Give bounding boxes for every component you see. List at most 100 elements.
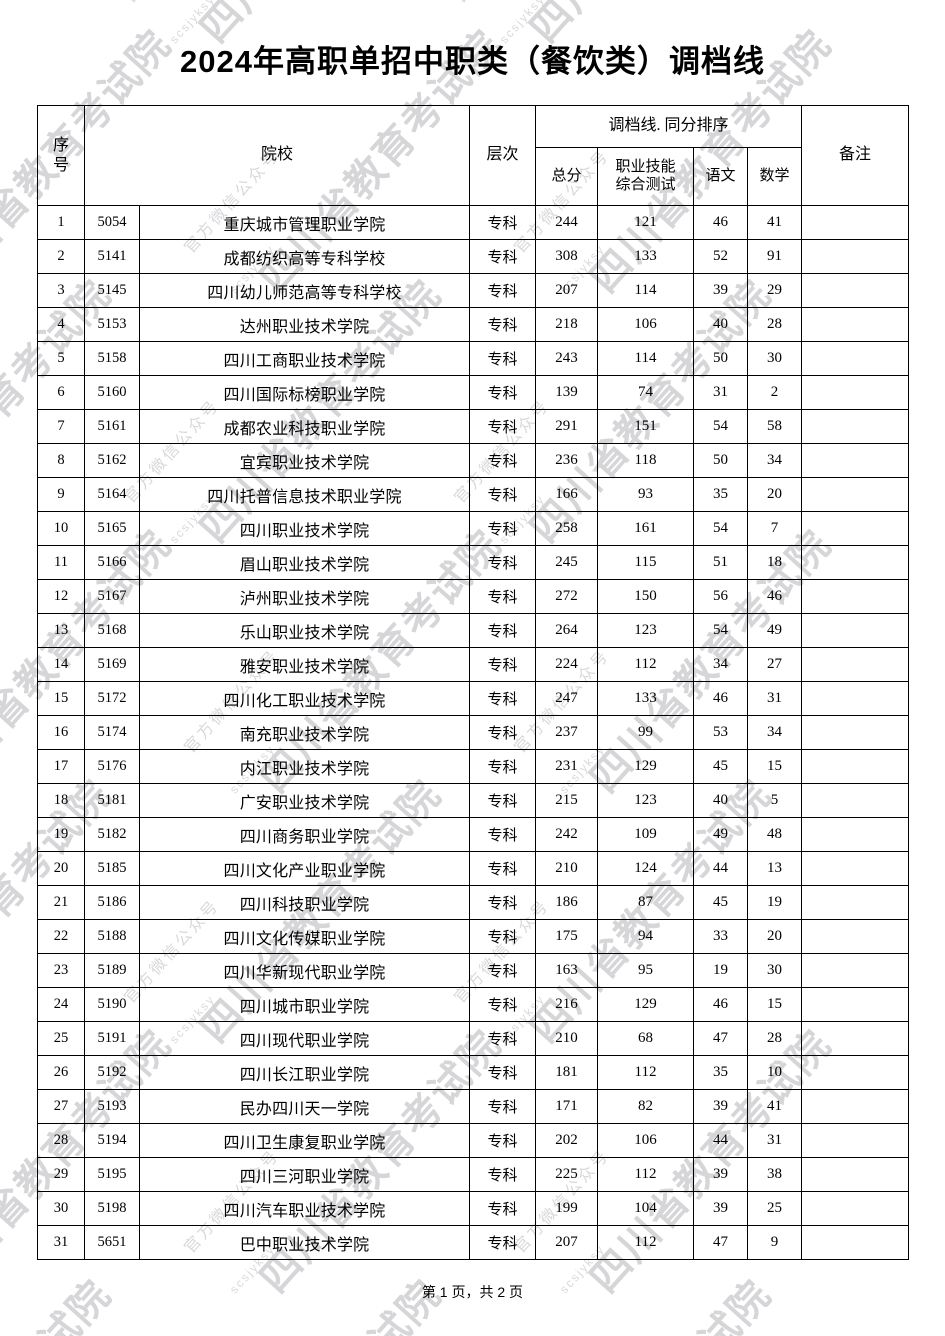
row-school-code: 5191 <box>84 1021 140 1056</box>
row-index: 27 <box>37 1089 85 1124</box>
row-chinese-score: 33 <box>693 919 749 954</box>
row-remark <box>801 1055 910 1090</box>
table-row: 3 5145 四川幼儿师范高等专科学校 专科 207 114 39 29 <box>37 273 910 308</box>
row-level: 专科 <box>469 409 537 444</box>
row-skill-score: 106 <box>597 307 695 342</box>
table-row: 13 5168 乐山职业技术学院 专科 264 123 54 49 <box>37 613 910 648</box>
table-row: 23 5189 四川华新现代职业学院 专科 163 95 19 30 <box>37 953 910 988</box>
row-school-name: 乐山职业技术学院 <box>138 613 471 648</box>
table-row: 22 5188 四川文化传媒职业学院 专科 175 94 33 20 <box>37 919 910 954</box>
row-math-score: 30 <box>747 953 803 988</box>
row-school-name: 四川城市职业学院 <box>138 987 471 1022</box>
row-total-score: 291 <box>535 409 599 444</box>
row-level: 专科 <box>469 647 537 682</box>
row-remark <box>801 953 910 988</box>
row-remark <box>801 273 910 308</box>
row-remark <box>801 1021 910 1056</box>
table-row: 21 5186 四川科技职业学院 专科 186 87 45 19 <box>37 885 910 920</box>
row-index: 11 <box>37 545 85 580</box>
column-header-level: 层次 <box>469 105 537 206</box>
row-skill-score: 123 <box>597 783 695 818</box>
column-header-math: 数学 <box>747 147 803 206</box>
header-row-top: 序 号 院校 层次 调档线. 同分排序 备注 <box>37 105 910 206</box>
row-chinese-score: 49 <box>693 817 749 852</box>
row-school-name: 四川汽车职业技术学院 <box>138 1191 471 1226</box>
row-chinese-score: 19 <box>693 953 749 988</box>
column-header-score-group: 调档线. 同分排序 <box>535 105 803 148</box>
row-total-score: 258 <box>535 511 599 546</box>
row-total-score: 216 <box>535 987 599 1022</box>
row-school-name: 四川文化产业职业学院 <box>138 851 471 886</box>
row-index: 21 <box>37 885 85 920</box>
row-school-name: 四川科技职业学院 <box>138 885 471 920</box>
row-school-name: 民办四川天一学院 <box>138 1089 471 1124</box>
row-level: 专科 <box>469 239 537 274</box>
column-header-chinese: 语文 <box>693 147 749 206</box>
row-math-score: 28 <box>747 307 803 342</box>
index-header-line2: 号 <box>52 156 69 174</box>
row-skill-score: 104 <box>597 1191 695 1226</box>
row-total-score: 243 <box>535 341 599 376</box>
row-school-code: 5189 <box>84 953 140 988</box>
row-total-score: 202 <box>535 1123 599 1158</box>
row-total-score: 166 <box>535 477 599 512</box>
row-math-score: 29 <box>747 273 803 308</box>
row-school-code: 5172 <box>84 681 140 716</box>
row-skill-score: 109 <box>597 817 695 852</box>
row-level: 专科 <box>469 375 537 410</box>
row-remark <box>801 1191 910 1226</box>
row-chinese-score: 39 <box>693 1191 749 1226</box>
row-level: 专科 <box>469 1157 537 1192</box>
row-school-code: 5176 <box>84 749 140 784</box>
row-total-score: 264 <box>535 613 599 648</box>
row-math-score: 25 <box>747 1191 803 1226</box>
row-total-score: 247 <box>535 681 599 716</box>
table-row: 25 5191 四川现代职业学院 专科 210 68 47 28 <box>37 1021 910 1056</box>
row-index: 15 <box>37 681 85 716</box>
row-total-score: 186 <box>535 885 599 920</box>
row-school-code: 5195 <box>84 1157 140 1192</box>
row-total-score: 210 <box>535 1021 599 1056</box>
table-row: 17 5176 内江职业技术学院 专科 231 129 45 15 <box>37 749 910 784</box>
row-level: 专科 <box>469 545 537 580</box>
row-math-score: 31 <box>747 681 803 716</box>
row-school-name: 宜宾职业技术学院 <box>138 443 471 478</box>
table-row: 12 5167 泸州职业技术学院 专科 272 150 56 46 <box>37 579 910 614</box>
row-total-score: 163 <box>535 953 599 988</box>
row-remark <box>801 205 910 240</box>
table-row: 4 5153 达州职业技术学院 专科 218 106 40 28 <box>37 307 910 342</box>
row-level: 专科 <box>469 511 537 546</box>
row-school-code: 5188 <box>84 919 140 954</box>
row-index: 13 <box>37 613 85 648</box>
row-school-code: 5193 <box>84 1089 140 1124</box>
row-total-score: 225 <box>535 1157 599 1192</box>
row-remark <box>801 715 910 750</box>
row-school-code: 5167 <box>84 579 140 614</box>
row-total-score: 237 <box>535 715 599 750</box>
table-row: 16 5174 南充职业技术学院 专科 237 99 53 34 <box>37 715 910 750</box>
row-remark <box>801 681 910 716</box>
row-skill-score: 112 <box>597 1157 695 1192</box>
row-math-score: 41 <box>747 1089 803 1124</box>
row-level: 专科 <box>469 1021 537 1056</box>
row-skill-score: 112 <box>597 647 695 682</box>
row-total-score: 231 <box>535 749 599 784</box>
row-total-score: 199 <box>535 1191 599 1226</box>
row-school-code: 5054 <box>84 205 140 240</box>
row-school-code: 5158 <box>84 341 140 376</box>
row-math-score: 34 <box>747 443 803 478</box>
row-school-name: 达州职业技术学院 <box>138 307 471 342</box>
index-header-line1: 序 <box>52 136 69 154</box>
row-math-score: 41 <box>747 205 803 240</box>
table-row: 24 5190 四川城市职业学院 专科 216 129 46 15 <box>37 987 910 1022</box>
row-index: 17 <box>37 749 85 784</box>
row-school-code: 5190 <box>84 987 140 1022</box>
row-chinese-score: 39 <box>693 273 749 308</box>
row-index: 30 <box>37 1191 85 1226</box>
table-row: 2 5141 成都纺织高等专科学校 专科 308 133 52 91 <box>37 239 910 274</box>
table-row: 31 5651 巴中职业技术学院 专科 207 112 47 9 <box>37 1225 910 1260</box>
row-chinese-score: 45 <box>693 749 749 784</box>
row-remark <box>801 613 910 648</box>
row-skill-score: 133 <box>597 239 695 274</box>
row-chinese-score: 46 <box>693 681 749 716</box>
